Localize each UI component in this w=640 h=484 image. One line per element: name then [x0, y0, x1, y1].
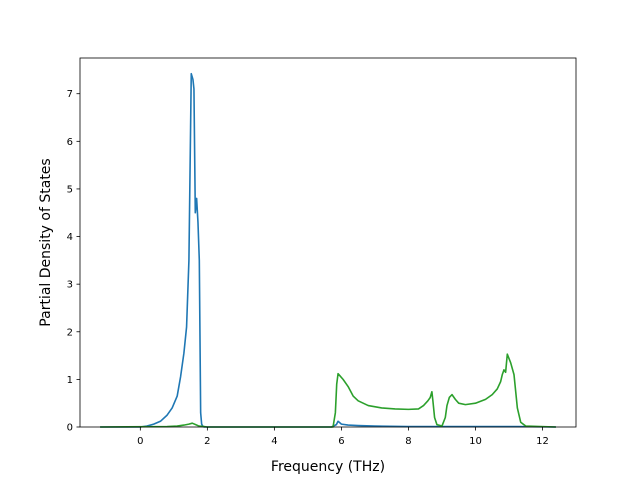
y-tick-label: 4 [67, 232, 73, 243]
y-tick-label: 1 [67, 375, 73, 386]
x-tick-label: 12 [536, 436, 549, 447]
y-axis-ticks: 0 1 2 3 4 5 6 7 [67, 89, 80, 434]
series-line-1 [100, 72, 556, 428]
plot-area-frame [79, 57, 577, 428]
x-axis-ticks: 0 2 4 6 8 10 12 [137, 427, 549, 447]
y-tick-label: 7 [67, 89, 73, 100]
x-tick-label: 8 [405, 436, 411, 447]
x-tick-label: 6 [338, 436, 344, 447]
y-tick-label: 6 [67, 137, 73, 148]
x-tick-label: 4 [271, 436, 277, 447]
x-axis-title: Frequency (THz) [271, 459, 385, 475]
y-tick-label: 0 [67, 423, 73, 434]
x-tick-label: 2 [204, 436, 210, 447]
x-tick-label: 0 [137, 436, 143, 447]
x-tick-label: 10 [469, 436, 482, 447]
y-tick-label: 3 [67, 280, 73, 291]
y-axis-title: Partial Density of States [38, 158, 54, 326]
y-tick-label: 5 [67, 184, 73, 195]
y-tick-label: 2 [67, 327, 73, 338]
